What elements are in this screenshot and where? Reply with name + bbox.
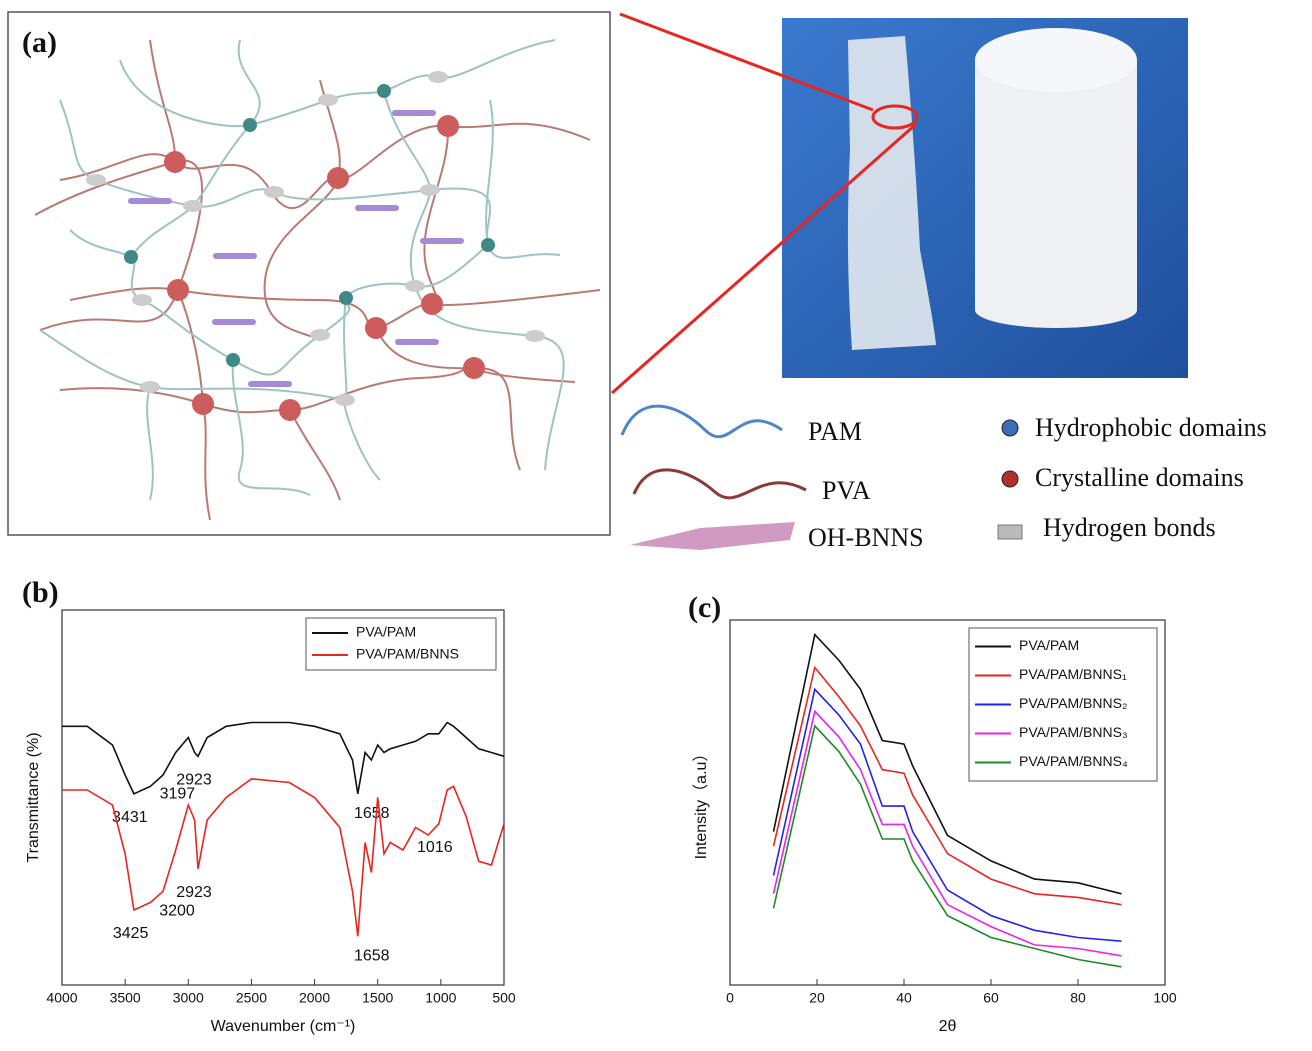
series-line [62,779,504,937]
page: {"panel_a": {"label": "(a)", "legend": {… [0,0,1312,1051]
x-tick-label: 1000 [425,990,456,1006]
x-tick-label: 80 [1070,990,1086,1006]
legend-label: PVA/PAM/BNNS₄ [1019,753,1128,769]
x-tick-label: 60 [983,990,999,1006]
x-tick-label: 1500 [362,990,393,1006]
cylinder-sample [975,292,1137,328]
panel-label: (c) [688,591,721,624]
x-tick-label: 3000 [173,990,204,1006]
x-tick-label: 40 [896,990,912,1006]
annotation: 1658 [354,805,390,822]
y-axis-label: Transmittance (%) [25,732,42,862]
x-tick-label: 0 [726,990,734,1006]
legend-label: PVA/PAM/BNNS₁ [1019,666,1127,682]
annotation: 3425 [113,925,149,942]
legend-line [634,470,806,498]
legend-label: OH-BNNS [808,523,924,552]
x-tick-label: 2000 [299,990,330,1006]
legend-label: Hydrogen bonds [1043,513,1216,542]
annotation: 2923 [176,771,212,788]
x-axis-label: Wavenumber (cm⁻¹) [211,1018,356,1035]
schematic-frame [8,12,610,535]
legend-dot [1002,471,1018,487]
y-axis-label: Intensity（a.u） [692,746,710,860]
legend-label: PVA/PAM [1019,637,1079,653]
legend-label: Hydrophobic domains [1035,413,1267,442]
legend-sheet [630,522,795,550]
annotation: 3200 [159,902,195,919]
legend-label: Crystalline domains [1035,463,1244,492]
annotation: 1016 [417,839,453,856]
x-tick-label: 20 [809,990,825,1006]
x-tick-label: 3500 [110,990,141,1006]
legend-dot [1002,420,1018,436]
annotation: 1658 [354,947,390,964]
legend-label: PVA/PAM/BNNS₃ [1019,724,1128,740]
panel-label: (b) [22,576,59,609]
legend-line [622,406,782,437]
x-tick-label: 4000 [46,990,77,1006]
x-axis-label: 2θ [939,1018,957,1035]
legend-box [998,525,1022,539]
legend-label: PVA/PAM/BNNS [356,646,459,662]
panel-label: (a) [22,26,57,59]
legend-label: PVA/PAM/BNNS₂ [1019,695,1127,711]
series-line [62,723,504,794]
annotation: 2923 [176,884,212,901]
legend-label: PVA/PAM [356,624,416,640]
x-tick-label: 100 [1153,990,1177,1006]
x-tick-label: 500 [492,990,516,1006]
legend-label: PAM [808,417,862,446]
cylinder-sample [975,60,1137,310]
cylinder-sample [975,28,1137,92]
x-tick-label: 2500 [236,990,267,1006]
legend-label: PVA [822,476,871,505]
figure: (a) [0,0,1312,1051]
